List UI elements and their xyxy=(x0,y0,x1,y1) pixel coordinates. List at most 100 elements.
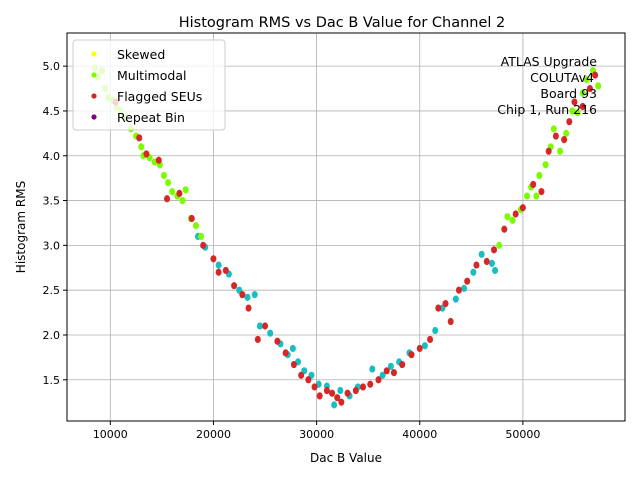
data-point xyxy=(390,369,397,377)
legend-label: Repeat Bin xyxy=(117,110,185,125)
data-point xyxy=(360,383,367,391)
data-point xyxy=(533,192,540,200)
data-point xyxy=(267,329,274,337)
data-point xyxy=(369,365,376,373)
data-point xyxy=(579,89,586,97)
x-axis-label: Dac B Value xyxy=(310,451,382,465)
y-tick-label: 3.0 xyxy=(43,239,61,252)
annotation-line: ATLAS Upgrade xyxy=(501,54,598,69)
data-point xyxy=(136,134,143,142)
data-point xyxy=(334,394,341,402)
data-point xyxy=(251,291,258,299)
x-tick-label: 20000 xyxy=(196,428,231,441)
data-point xyxy=(473,261,480,269)
data-point xyxy=(408,351,415,359)
plot-frame xyxy=(66,32,626,422)
legend-marker xyxy=(91,51,97,57)
data-point xyxy=(509,216,516,224)
annotation-line: Board 93 xyxy=(540,86,597,101)
data-point xyxy=(488,259,495,267)
data-point xyxy=(245,304,252,312)
data-point xyxy=(461,284,468,292)
data-point xyxy=(352,386,359,395)
data-point xyxy=(244,293,251,301)
axis-ticks: 10000 20000 30000 40000 50000 1.5 2.0 2.5 3.0 3.5… xyxy=(43,60,541,441)
data-point xyxy=(455,286,462,294)
data-point xyxy=(432,326,439,335)
x-tick-label: 50000 xyxy=(505,428,540,441)
x-tick-label: 40000 xyxy=(402,428,437,441)
data-points xyxy=(91,64,602,409)
annotation-line: COLUTAv4 xyxy=(530,70,594,85)
data-point xyxy=(557,147,564,155)
data-point xyxy=(188,214,195,223)
data-point xyxy=(519,204,526,212)
data-point xyxy=(583,75,590,84)
y-tick-label: 1.5 xyxy=(43,374,61,387)
data-point xyxy=(595,82,602,90)
y-tick-label: 4.0 xyxy=(43,150,61,163)
legend-marker xyxy=(91,114,97,120)
data-point xyxy=(164,195,171,203)
data-point xyxy=(592,71,599,79)
data-point xyxy=(464,277,471,285)
data-point xyxy=(298,371,305,379)
data-point xyxy=(254,335,261,344)
data-point xyxy=(215,268,222,276)
data-point xyxy=(538,188,545,196)
data-point xyxy=(282,349,289,357)
data-point xyxy=(344,389,351,397)
data-point xyxy=(379,371,386,379)
legend-label: Flagged SEUs xyxy=(117,89,202,104)
data-point xyxy=(470,268,477,276)
data-point xyxy=(569,107,576,115)
legend-label: Multimodal xyxy=(117,68,186,83)
data-point xyxy=(504,213,511,221)
data-point xyxy=(375,376,382,384)
data-point xyxy=(329,389,336,397)
data-point xyxy=(447,317,454,326)
data-point xyxy=(215,261,222,269)
data-point xyxy=(435,304,442,312)
data-point xyxy=(169,188,176,196)
data-point xyxy=(552,132,559,140)
data-point xyxy=(256,322,263,330)
data-point xyxy=(421,342,428,350)
data-point xyxy=(165,179,172,187)
x-tick-label: 10000 xyxy=(93,428,128,441)
data-point xyxy=(160,171,167,180)
y-tick-label: 4.5 xyxy=(43,105,61,118)
data-point xyxy=(316,392,323,400)
data-point xyxy=(530,180,537,189)
data-point xyxy=(155,156,162,164)
data-point xyxy=(545,147,552,155)
data-point xyxy=(442,300,449,308)
data-point xyxy=(452,295,459,303)
data-point xyxy=(574,109,581,117)
data-point xyxy=(550,125,557,133)
data-point xyxy=(536,171,543,180)
data-point xyxy=(338,398,345,406)
data-point xyxy=(179,196,186,205)
data-point xyxy=(387,362,394,370)
data-point xyxy=(331,401,338,409)
legend-label: Skewed xyxy=(117,47,165,62)
legend-box xyxy=(72,39,226,131)
data-point xyxy=(311,383,318,391)
y-tick-label: 3.5 xyxy=(43,195,61,208)
data-point xyxy=(496,241,503,249)
annotation-line: Chip 1, Run 216 xyxy=(497,102,597,117)
chart-title: Histogram RMS vs Dac B Value for Channel… xyxy=(179,15,506,31)
data-point xyxy=(200,241,207,249)
data-point xyxy=(222,266,229,275)
data-point xyxy=(198,232,205,241)
legend: Skewed Multimodal Flagged SEUs Repeat Bin xyxy=(72,39,226,131)
data-point xyxy=(290,360,297,369)
data-point xyxy=(579,102,586,111)
data-point xyxy=(561,136,568,144)
data-point xyxy=(383,367,390,375)
data-point xyxy=(323,386,330,395)
data-point xyxy=(192,222,199,230)
data-point xyxy=(427,335,434,344)
data-point xyxy=(542,161,549,169)
